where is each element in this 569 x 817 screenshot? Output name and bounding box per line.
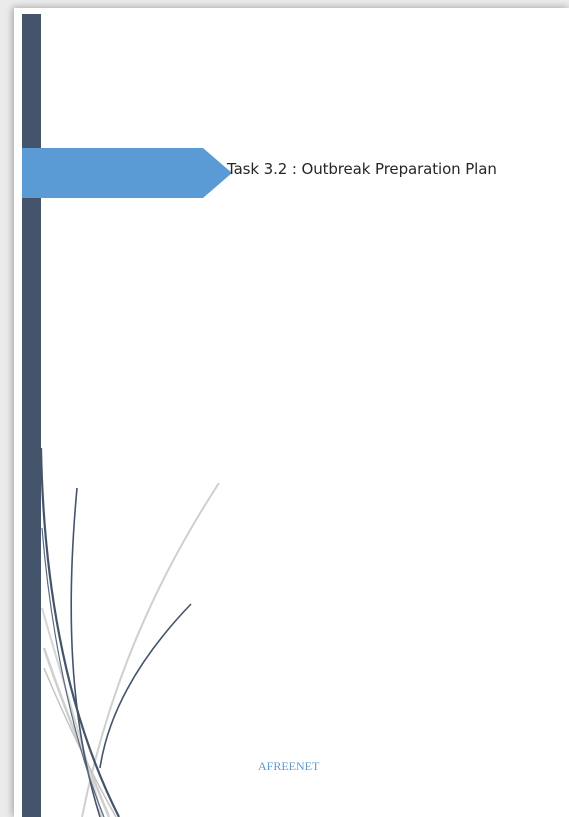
sidebar-stripe bbox=[22, 14, 41, 817]
decorative-swirl-lines bbox=[39, 447, 220, 817]
document-title: Task 3.2 : Outbreak Preparation Plan bbox=[227, 160, 497, 178]
cover-page: Task 3.2 : Outbreak Preparation Plan AFR… bbox=[14, 8, 569, 817]
title-arrow-banner bbox=[22, 148, 232, 198]
organization-name: AFREENET bbox=[258, 759, 320, 773]
